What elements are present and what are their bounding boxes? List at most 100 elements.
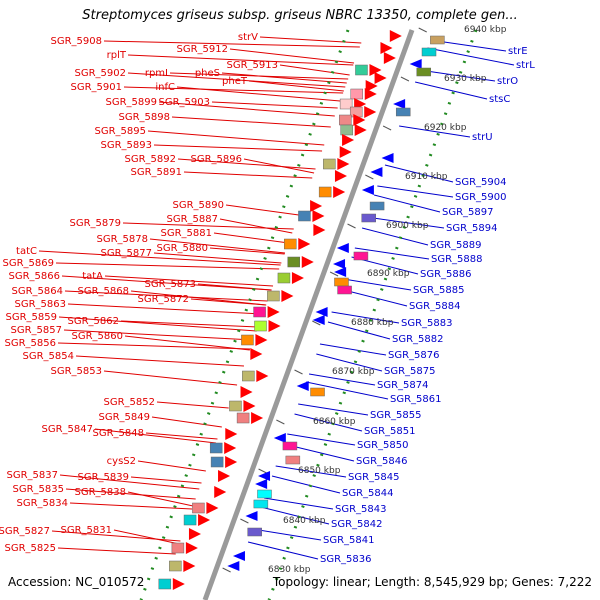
forward-gene-block[interactable]	[284, 238, 297, 250]
forward-gene-arrow[interactable]	[206, 502, 219, 514]
gene-label-tata[interactable]: tatA	[82, 271, 103, 282]
reverse-gene-arrow[interactable]	[334, 267, 347, 277]
gene-label-sgr_5861[interactable]: SGR_5861	[390, 394, 442, 405]
gene-label-sgr_5854[interactable]: SGR_5854	[23, 351, 75, 362]
gene-label-sgr_5890[interactable]: SGR_5890	[173, 200, 225, 211]
reverse-gene-arrow[interactable]	[296, 381, 309, 391]
gene-label-sgr_5851[interactable]: SGR_5851	[364, 426, 416, 437]
reverse-gene-block[interactable]	[247, 527, 262, 537]
gene-label-stru[interactable]: strU	[472, 132, 493, 143]
gene-label-sgr_5863[interactable]: SGR_5863	[15, 299, 67, 310]
reverse-gene-arrow[interactable]	[245, 511, 258, 521]
forward-gene-arrow[interactable]	[281, 290, 294, 302]
forward-gene-block[interactable]	[242, 370, 255, 382]
forward-gene-arrow[interactable]	[218, 470, 231, 482]
gene-label-sgr_5839[interactable]: SGR_5839	[78, 472, 130, 483]
gene-label-sgr_5866[interactable]: SGR_5866	[9, 271, 61, 282]
gene-label-sgr_5883[interactable]: SGR_5883	[401, 318, 453, 329]
forward-gene-arrow[interactable]	[342, 134, 355, 146]
gene-label-sgr_5901[interactable]: SGR_5901	[71, 82, 123, 93]
gene-label-sgr_5850[interactable]: SGR_5850	[357, 440, 409, 451]
forward-gene-arrow[interactable]	[250, 348, 263, 360]
reverse-gene-arrow[interactable]	[393, 99, 406, 109]
forward-gene-arrow[interactable]	[365, 80, 378, 92]
reverse-gene-block[interactable]	[310, 387, 325, 397]
reverse-gene-arrow[interactable]	[333, 259, 346, 269]
gene-label-sgr_5885[interactable]: SGR_5885	[413, 285, 465, 296]
forward-gene-arrow[interactable]	[364, 106, 377, 118]
forward-gene-block[interactable]	[355, 64, 368, 76]
forward-gene-arrow[interactable]	[214, 486, 227, 498]
reverse-gene-arrow[interactable]	[255, 479, 268, 489]
gene-label-sgr_5872[interactable]: SGR_5872	[138, 294, 190, 305]
gene-label-sgr_5912[interactable]: SGR_5912	[177, 44, 229, 55]
gene-label-sgr_5836[interactable]: SGR_5836	[320, 554, 372, 565]
gene-label-sgr_5825[interactable]: SGR_5825	[5, 543, 57, 554]
forward-gene-arrow[interactable]	[369, 64, 382, 76]
gene-label-infc[interactable]: infC	[155, 82, 175, 93]
gene-label-tatc[interactable]: tatC	[16, 246, 37, 257]
gene-label-sgr_5857[interactable]: SGR_5857	[11, 325, 63, 336]
reverse-gene-arrow[interactable]	[315, 307, 328, 317]
gene-label-stro[interactable]: strO	[497, 76, 518, 87]
forward-gene-arrow[interactable]	[185, 542, 198, 554]
forward-gene-arrow[interactable]	[374, 72, 387, 84]
gene-label-sgr_5893[interactable]: SGR_5893	[101, 140, 153, 151]
forward-gene-arrow[interactable]	[256, 370, 269, 382]
gene-label-sgr_5904[interactable]: SGR_5904	[455, 177, 507, 188]
gene-label-sgr_5838[interactable]: SGR_5838	[75, 487, 127, 498]
forward-gene-arrow[interactable]	[291, 272, 304, 284]
gene-label-sgr_5897[interactable]: SGR_5897	[442, 207, 494, 218]
gene-label-sgr_5856[interactable]: SGR_5856	[5, 338, 57, 349]
forward-gene-block[interactable]	[209, 442, 223, 454]
gene-label-sgr_5878[interactable]: SGR_5878	[97, 234, 149, 245]
reverse-gene-block[interactable]	[282, 441, 298, 451]
reverse-gene-arrow[interactable]	[258, 471, 271, 481]
gene-label-sgr_5848[interactable]: SGR_5848	[93, 428, 145, 439]
gene-label-sgr_5853[interactable]: SGR_5853	[51, 366, 103, 377]
gene-label-sgr_5844[interactable]: SGR_5844	[342, 488, 394, 499]
gene-label-sgr_5898[interactable]: SGR_5898	[119, 112, 171, 123]
forward-gene-arrow[interactable]	[334, 170, 347, 182]
gene-label-sgr_5880[interactable]: SGR_5880	[157, 243, 209, 254]
gene-label-strl[interactable]: strL	[516, 60, 535, 71]
reverse-gene-arrow[interactable]	[361, 185, 374, 195]
gene-label-sgr_5876[interactable]: SGR_5876	[388, 350, 440, 361]
forward-gene-block[interactable]	[340, 124, 353, 136]
forward-gene-block[interactable]	[318, 186, 332, 198]
forward-gene-arrow[interactable]	[243, 400, 256, 412]
forward-gene-arrow[interactable]	[364, 88, 377, 100]
gene-label-sgr_5862[interactable]: SGR_5862	[68, 316, 120, 327]
reverse-gene-block[interactable]	[421, 47, 437, 57]
gene-label-sgr_5877[interactable]: SGR_5877	[101, 248, 153, 259]
reverse-gene-block[interactable]	[430, 35, 445, 45]
forward-gene-arrow[interactable]	[312, 210, 325, 222]
gene-label-sgr_5888[interactable]: SGR_5888	[431, 254, 483, 265]
gene-label-sgr_5869[interactable]: SGR_5869	[3, 258, 55, 269]
gene-label-sgr_5879[interactable]: SGR_5879	[70, 218, 122, 229]
gene-label-sgr_5882[interactable]: SGR_5882	[392, 334, 444, 345]
gene-label-sgr_5886[interactable]: SGR_5886	[420, 269, 472, 280]
forward-gene-block[interactable]	[298, 210, 311, 222]
reverse-gene-block[interactable]	[395, 107, 411, 117]
gene-label-sgr_5841[interactable]: SGR_5841	[323, 535, 375, 546]
gene-label-sgr_5881[interactable]: SGR_5881	[161, 228, 213, 239]
gene-label-phet[interactable]: pheT	[222, 76, 248, 87]
forward-gene-arrow[interactable]	[354, 124, 367, 136]
gene-label-sgr_5855[interactable]: SGR_5855	[370, 410, 422, 421]
gene-label-sgr_5846[interactable]: SGR_5846	[356, 456, 408, 467]
forward-gene-block[interactable]	[339, 98, 353, 110]
forward-gene-block[interactable]	[350, 88, 364, 100]
forward-gene-block[interactable]	[323, 158, 336, 170]
reverse-gene-block[interactable]	[257, 489, 272, 499]
gene-label-sgr_5895[interactable]: SGR_5895	[95, 126, 147, 137]
forward-gene-arrow[interactable]	[183, 560, 196, 572]
forward-gene-arrow[interactable]	[225, 428, 238, 440]
forward-gene-block[interactable]	[229, 400, 242, 412]
forward-gene-arrow[interactable]	[389, 30, 402, 42]
gene-label-sgr_5874[interactable]: SGR_5874	[377, 380, 429, 391]
forward-gene-block[interactable]	[267, 290, 280, 302]
forward-gene-block[interactable]	[192, 502, 205, 514]
reverse-gene-arrow[interactable]	[232, 551, 245, 561]
gene-label-sgr_5860[interactable]: SGR_5860	[72, 331, 124, 342]
